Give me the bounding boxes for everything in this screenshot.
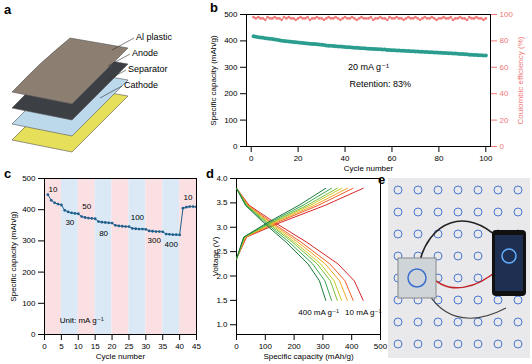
svg-text:20: 20 (108, 342, 117, 351)
svg-text:10 mA g⁻¹: 10 mA g⁻¹ (345, 308, 382, 317)
svg-text:15: 15 (91, 342, 100, 351)
svg-text:45: 45 (192, 342, 201, 351)
svg-text:Specific capacity (mAh/g): Specific capacity (mAh/g) (9, 211, 18, 302)
svg-text:300: 300 (224, 63, 238, 72)
html-text:e: e (378, 172, 386, 187)
svg-text:1.0: 1.0 (216, 320, 228, 329)
svg-text:500: 500 (224, 10, 238, 19)
svg-text:20 mA g⁻¹: 20 mA g⁻¹ (348, 62, 389, 72)
svg-text:20: 20 (294, 154, 303, 163)
svg-text:300: 300 (316, 342, 330, 351)
svg-text:Cathode: Cathode (124, 80, 158, 90)
svg-text:500: 500 (374, 342, 388, 351)
svg-text:500: 500 (22, 174, 36, 183)
svg-text:Cycle number: Cycle number (344, 164, 394, 173)
svg-text:400 mA g⁻¹: 400 mA g⁻¹ (298, 308, 339, 317)
html-text:b: b (210, 0, 218, 15)
svg-text:30: 30 (141, 342, 150, 351)
svg-text:0: 0 (500, 142, 505, 151)
svg-text:300: 300 (148, 236, 162, 245)
svg-text:Unit: mA g⁻¹: Unit: mA g⁻¹ (60, 316, 104, 325)
svg-text:100: 100 (479, 154, 493, 163)
html-text:c: c (4, 166, 12, 181)
svg-text:35: 35 (158, 342, 167, 351)
svg-text:40: 40 (341, 154, 350, 163)
svg-text:400: 400 (22, 205, 36, 214)
svg-text:1.5: 1.5 (216, 296, 228, 305)
svg-text:200: 200 (287, 342, 301, 351)
svg-text:100: 100 (224, 116, 238, 125)
svg-text:5: 5 (59, 342, 64, 351)
svg-text:0: 0 (31, 330, 36, 339)
svg-text:3.0: 3.0 (216, 223, 228, 232)
html-text:d: d (206, 166, 214, 181)
html-text:a: a (4, 2, 12, 17)
svg-text:40: 40 (175, 342, 184, 351)
svg-text:4.0: 4.0 (216, 174, 228, 183)
svg-text:25: 25 (124, 342, 133, 351)
svg-text:80: 80 (99, 229, 108, 238)
svg-text:Anode: Anode (132, 48, 158, 58)
svg-text:100: 100 (259, 342, 273, 351)
svg-text:20: 20 (500, 116, 509, 125)
svg-text:Retention: 83%: Retention: 83% (349, 79, 411, 89)
svg-text:200: 200 (22, 268, 36, 277)
svg-text:0: 0 (233, 142, 238, 151)
svg-text:Separator: Separator (128, 64, 168, 74)
svg-text:Cycle number: Cycle number (96, 352, 146, 361)
svg-text:0: 0 (42, 342, 47, 351)
svg-text:10: 10 (184, 193, 193, 202)
svg-text:60: 60 (388, 154, 397, 163)
svg-text:Specific capacity (mAh/g): Specific capacity (mAh/g) (263, 352, 354, 361)
svg-text:200: 200 (224, 89, 238, 98)
svg-text:50: 50 (82, 202, 91, 211)
svg-text:400: 400 (224, 36, 238, 45)
svg-text:30: 30 (65, 218, 74, 227)
svg-text:0: 0 (249, 154, 254, 163)
svg-text:Coulombic efficiency (%): Coulombic efficiency (%) (516, 36, 525, 124)
svg-text:10: 10 (48, 185, 57, 194)
svg-text:3.5: 3.5 (216, 198, 228, 207)
svg-text:80: 80 (500, 36, 509, 45)
svg-text:2.5: 2.5 (216, 247, 228, 257)
svg-text:0: 0 (234, 342, 239, 351)
svg-text:300: 300 (22, 236, 36, 245)
svg-text:60: 60 (500, 63, 509, 72)
svg-text:2.0: 2.0 (216, 271, 228, 281)
svg-text:100: 100 (22, 299, 36, 308)
svg-text:100: 100 (131, 213, 145, 222)
svg-text:400: 400 (164, 240, 178, 249)
svg-text:400: 400 (345, 342, 359, 351)
svg-text:10: 10 (74, 342, 83, 351)
svg-text:100: 100 (500, 10, 514, 19)
svg-text:Specific capacity (mAh/g): Specific capacity (mAh/g) (209, 35, 218, 126)
svg-text:40: 40 (500, 89, 509, 98)
svg-text:80: 80 (434, 154, 443, 163)
svg-text:Al plastic: Al plastic (136, 32, 173, 42)
svg-text:Voltage (V): Voltage (V) (211, 236, 220, 276)
